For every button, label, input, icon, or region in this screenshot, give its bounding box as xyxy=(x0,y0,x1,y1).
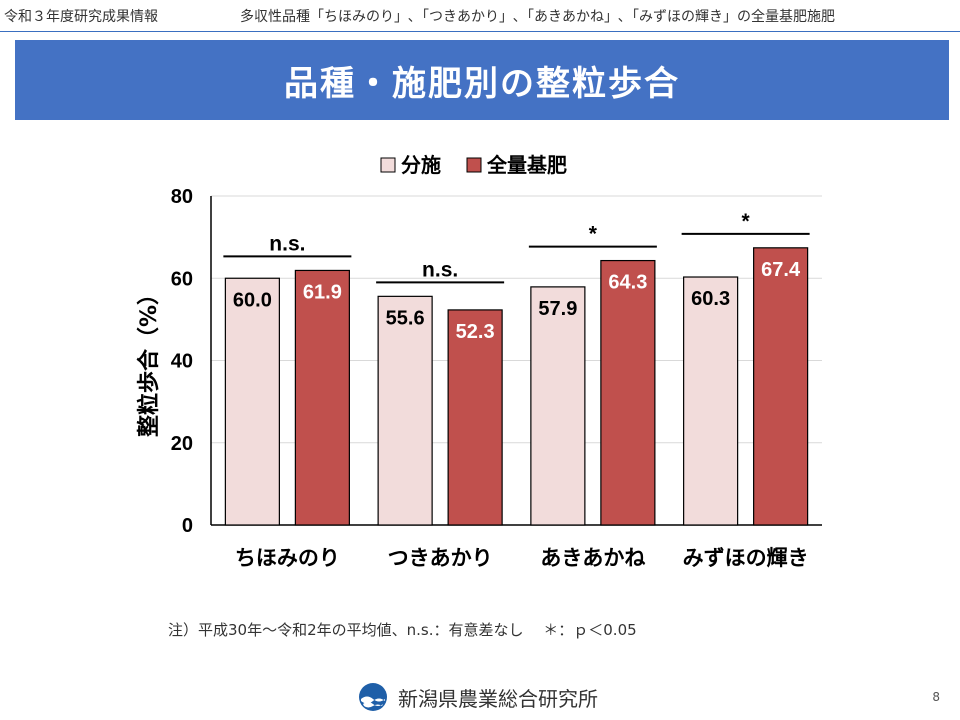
page-number: 8 xyxy=(932,690,940,704)
y-tick-label: 60 xyxy=(171,268,193,290)
slide-title-bar: 品種・施肥別の整粒歩合 xyxy=(15,40,949,120)
chart-footnote: 注）平成30年〜令和2年の平均値、n.s.：有意差なし ＊：ｐ＜0.05 xyxy=(168,621,637,639)
bar-value-label: 57.9 xyxy=(538,298,577,320)
significance-label: n.s. xyxy=(422,258,458,281)
bar-1-3 xyxy=(753,247,809,526)
x-tick-label: ちほみのり xyxy=(235,546,340,570)
header: 令和３年度研究成果情報 多収性品種「ちほみのり」､「つきあかり」､「あきあかね」… xyxy=(0,0,960,32)
header-report-title: 多収性品種「ちほみのり」､「つきあかり」､「あきあかね」､「みずほの輝き」の全量… xyxy=(240,9,835,25)
bar-value-label: 61.9 xyxy=(303,281,342,303)
legend-swatch-0 xyxy=(380,157,396,173)
y-tick-label: 0 xyxy=(182,515,193,537)
bar-value-label: 52.3 xyxy=(456,321,495,343)
x-tick-label: つきあかり xyxy=(388,546,493,570)
x-tick-label: みずほの輝き xyxy=(683,546,809,570)
bar-1-0 xyxy=(294,269,350,526)
y-tick-label: 40 xyxy=(171,351,193,373)
bar-0-3 xyxy=(683,276,739,526)
y-tick-label: 20 xyxy=(171,433,193,455)
legend-label: 全量基肥 xyxy=(486,153,567,177)
y-tick-label: 80 xyxy=(171,186,193,208)
bar-value-label: 67.4 xyxy=(761,259,801,281)
footer: 新潟県農業総合研究所 xyxy=(358,682,598,712)
significance-label: * xyxy=(742,210,751,233)
y-axis-title: 整粒歩合（%） xyxy=(136,283,162,437)
bar-1-2 xyxy=(600,259,656,526)
bar-value-label: 60.3 xyxy=(691,288,730,310)
legend-swatch-1 xyxy=(466,157,482,173)
bar-0-2 xyxy=(530,286,586,526)
slide-title: 品種・施肥別の整粒歩合 xyxy=(284,63,680,104)
header-divider xyxy=(0,31,960,32)
organization-name: 新潟県農業総合研究所 xyxy=(398,686,598,711)
bar-value-label: 64.3 xyxy=(608,272,647,294)
bar-value-label: 60.0 xyxy=(233,289,272,311)
x-tick-label: あきあかね xyxy=(540,546,645,570)
institute-logo-icon xyxy=(359,683,387,711)
bar-value-label: 55.6 xyxy=(386,307,425,329)
bar-0-1 xyxy=(377,295,433,526)
significance-label: * xyxy=(589,223,598,246)
significance-label: n.s. xyxy=(269,232,305,255)
bar-0-0 xyxy=(224,277,280,526)
header-fiscal-year: 令和３年度研究成果情報 xyxy=(4,9,158,25)
bar-1-1 xyxy=(447,309,503,526)
legend-label: 分施 xyxy=(401,153,441,177)
